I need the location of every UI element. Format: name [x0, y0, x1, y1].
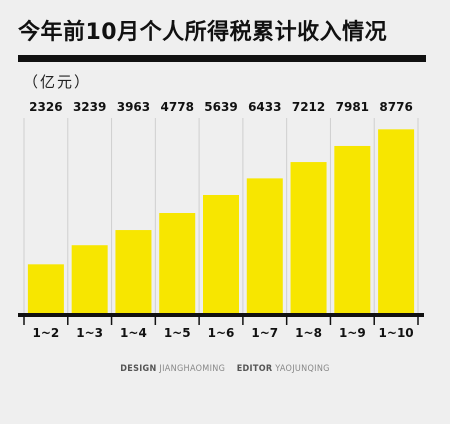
category-label: 1~5	[164, 326, 191, 340]
category-label: 1~10	[379, 326, 414, 340]
category-label: 1~7	[251, 326, 278, 340]
value-label: 6433	[248, 100, 281, 114]
bar	[378, 129, 415, 313]
design-label: DESIGN	[120, 364, 157, 374]
value-label: 2326	[29, 100, 62, 114]
unit-label: （亿元）	[23, 73, 92, 91]
bar	[246, 178, 283, 313]
category-label: 1~9	[339, 326, 366, 340]
title-rule	[18, 55, 426, 62]
design-name: JIANGHAOMING	[159, 364, 226, 374]
bar	[27, 264, 64, 313]
chart-title: 今年前10月个人所得税累计收入情况	[18, 20, 388, 45]
value-label: 3239	[73, 100, 106, 114]
value-label: 7212	[292, 100, 325, 114]
value-label: 4778	[161, 100, 194, 114]
category-label: 1~2	[33, 326, 60, 340]
category-label: 1~6	[208, 326, 235, 340]
bar	[203, 194, 239, 313]
editor-label: EDITOR	[236, 364, 273, 374]
category-label: 1~3	[76, 326, 103, 340]
value-label: 5639	[204, 100, 237, 114]
value-label: 3963	[117, 100, 150, 114]
category-label: 1~8	[295, 326, 322, 340]
bar	[115, 230, 152, 313]
bar	[159, 213, 196, 313]
bar	[334, 145, 371, 313]
category-label: 1~4	[120, 326, 147, 340]
credits: DESIGN JIANGHAOMING EDITOR YAOJUNQING	[0, 364, 450, 374]
value-label: 8776	[379, 100, 412, 114]
value-label: 7981	[336, 100, 369, 114]
x-axis	[18, 313, 424, 317]
bar	[71, 245, 108, 313]
editor-name: YAOJUNQING	[275, 364, 330, 374]
bar	[290, 162, 327, 313]
